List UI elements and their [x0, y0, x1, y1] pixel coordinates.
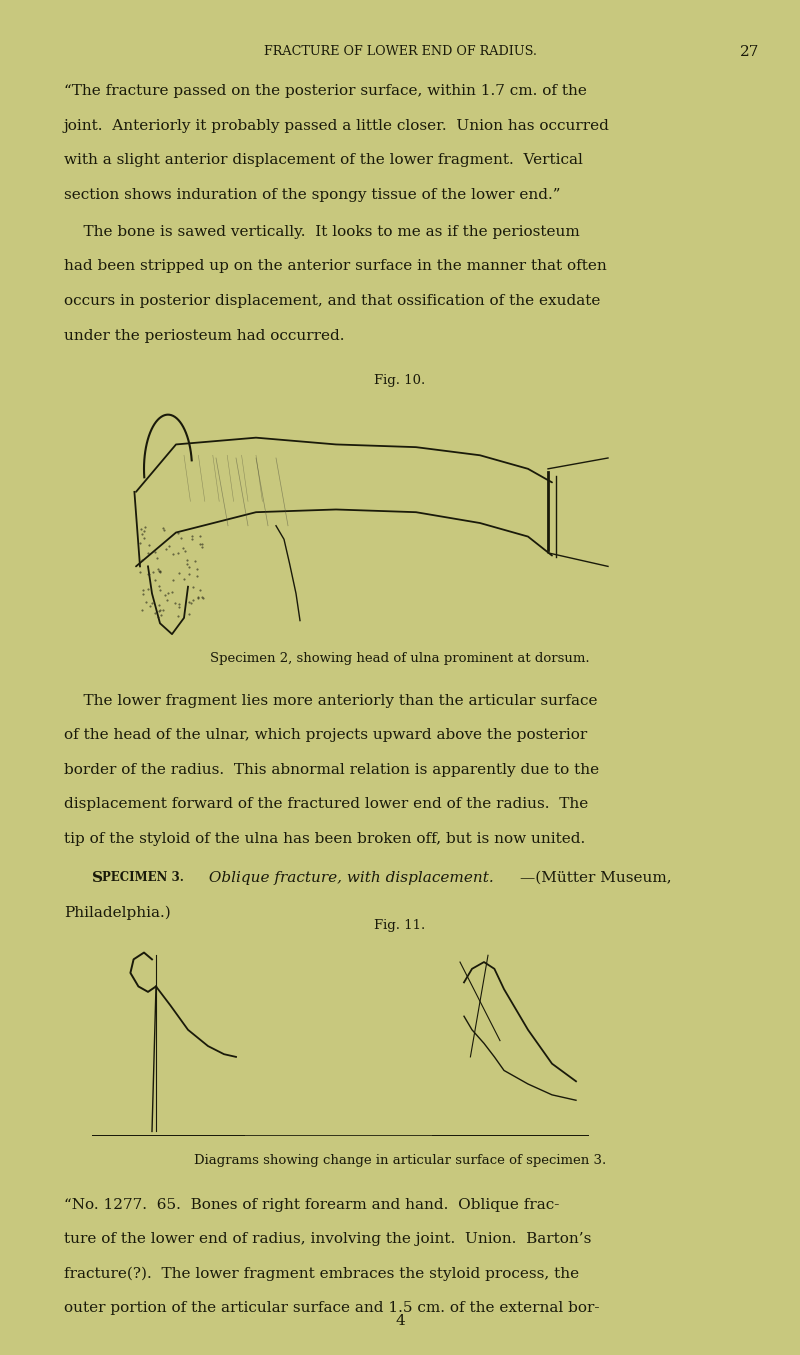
Text: The bone is sawed vertically.  It looks to me as if the periosteum: The bone is sawed vertically. It looks t… — [64, 225, 580, 238]
Text: joint.  Anteriorly it probably passed a little closer.  Union has occurred: joint. Anteriorly it probably passed a l… — [64, 119, 610, 133]
Text: displacement forward of the fractured lower end of the radius.  The: displacement forward of the fractured lo… — [64, 797, 588, 812]
Text: FRACTURE OF LOWER END OF RADIUS.: FRACTURE OF LOWER END OF RADIUS. — [263, 45, 537, 58]
Text: ture of the lower end of radius, involving the joint.  Union.  Barton’s: ture of the lower end of radius, involvi… — [64, 1233, 591, 1247]
Text: border of the radius.  This abnormal relation is apparently due to the: border of the radius. This abnormal rela… — [64, 763, 599, 776]
Text: of the head of the ulnar, which projects upward above the posterior: of the head of the ulnar, which projects… — [64, 728, 587, 743]
Text: 4: 4 — [395, 1314, 405, 1328]
Text: “The fracture passed on the posterior surface, within 1.7 cm. of the: “The fracture passed on the posterior su… — [64, 84, 587, 98]
Text: occurs in posterior displacement, and that ossification of the exudate: occurs in posterior displacement, and th… — [64, 294, 600, 308]
Text: had been stripped up on the anterior surface in the manner that often: had been stripped up on the anterior sur… — [64, 259, 606, 274]
Text: —(Mütter Museum,: —(Mütter Museum, — [520, 871, 672, 885]
Text: Specimen 2, showing head of ulna prominent at dorsum.: Specimen 2, showing head of ulna promine… — [210, 652, 590, 665]
Text: Fig. 10.: Fig. 10. — [374, 374, 426, 388]
Text: Philadelphia.): Philadelphia.) — [64, 905, 170, 920]
Text: Fig. 11.: Fig. 11. — [374, 919, 426, 932]
Text: 27: 27 — [740, 45, 759, 58]
Text: Oblique fracture, with displacement.: Oblique fracture, with displacement. — [204, 871, 494, 885]
Text: PECIMEN 3.: PECIMEN 3. — [102, 871, 184, 883]
Text: with a slight anterior displacement of the lower fragment.  Vertical: with a slight anterior displacement of t… — [64, 153, 583, 167]
Text: Diagrams showing change in articular surface of specimen 3.: Diagrams showing change in articular sur… — [194, 1154, 606, 1168]
Text: under the periosteum had occurred.: under the periosteum had occurred. — [64, 328, 345, 343]
Text: fracture(?).  The lower fragment embraces the styloid process, the: fracture(?). The lower fragment embraces… — [64, 1267, 579, 1282]
Text: S: S — [92, 871, 103, 885]
Text: outer portion of the articular surface and 1.5 cm. of the external bor-: outer portion of the articular surface a… — [64, 1301, 599, 1316]
Text: tip of the styloid of the ulna has been broken off, but is now united.: tip of the styloid of the ulna has been … — [64, 832, 586, 846]
Text: section shows induration of the spongy tissue of the lower end.”: section shows induration of the spongy t… — [64, 188, 561, 202]
Text: The lower fragment lies more anteriorly than the articular surface: The lower fragment lies more anteriorly … — [64, 694, 598, 707]
Text: “No. 1277.  65.  Bones of right forearm and hand.  Oblique frac-: “No. 1277. 65. Bones of right forearm an… — [64, 1198, 559, 1211]
